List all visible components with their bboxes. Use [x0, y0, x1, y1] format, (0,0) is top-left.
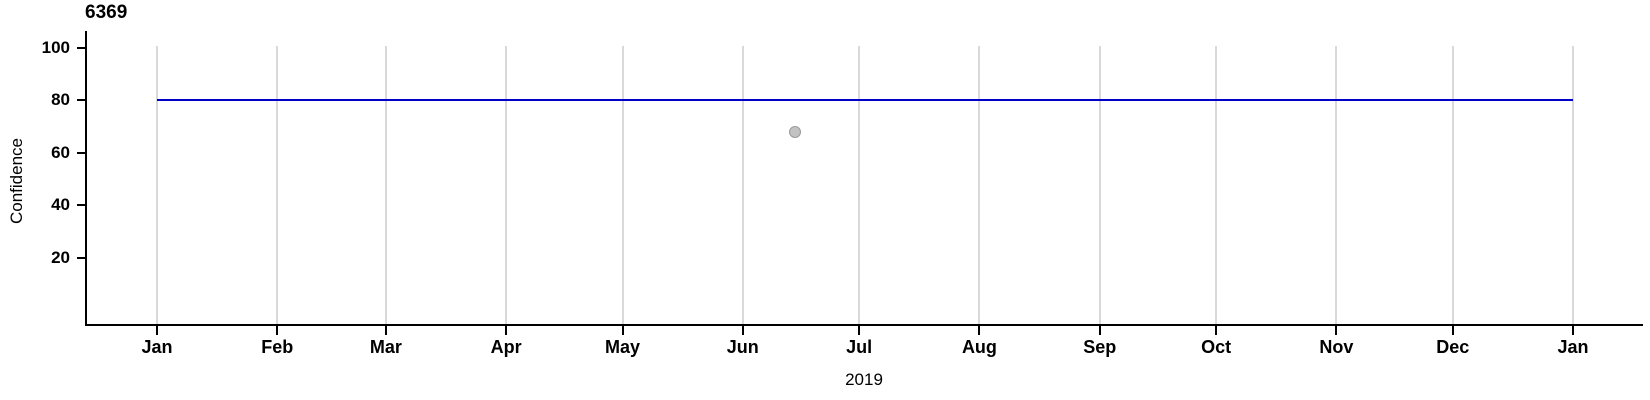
x-tick-label: Oct [1201, 337, 1232, 357]
x-tick-mark [978, 326, 981, 335]
x-tick-mark [741, 326, 744, 335]
chart-title: 6369 [85, 2, 128, 23]
y-tick-label: 80 [51, 90, 70, 109]
y-tick-label: 60 [51, 142, 70, 162]
month-gridline [1572, 46, 1574, 325]
month-gridline [1098, 46, 1101, 325]
confidence-threshold-line [157, 99, 1573, 101]
x-tick-mark [621, 326, 624, 335]
month-gridline [1215, 46, 1218, 325]
y-tick-label: 40 [51, 195, 70, 214]
x-tick-label: Apr [490, 337, 522, 357]
month-gridline [505, 46, 508, 325]
y-tick-label: 100 [41, 37, 70, 57]
x-tick-mark [1098, 326, 1101, 335]
month-gridline [156, 46, 158, 325]
x-tick-label: Mar [369, 337, 402, 357]
x-tick-mark [384, 326, 387, 335]
month-gridline [1335, 46, 1338, 325]
month-gridline [621, 46, 624, 325]
y-axis-line [85, 31, 87, 326]
month-gridline [276, 46, 279, 325]
x-tick-label: Aug [961, 337, 997, 357]
x-axis-line [85, 324, 1643, 326]
x-tick-mark [505, 326, 508, 335]
y-tick-mark [77, 46, 85, 49]
x-tick-label: Sep [1083, 337, 1117, 357]
y-tick-label: 20 [51, 247, 70, 267]
y-tick-mark [77, 99, 85, 101]
x-axis-title: 2019 [845, 370, 883, 389]
x-tick-label: Jun [726, 337, 759, 357]
x-tick-mark [858, 326, 861, 335]
month-gridline [384, 46, 387, 325]
x-tick-label: Feb [261, 337, 294, 357]
x-tick-mark [1335, 326, 1338, 335]
x-tick-label: May [605, 337, 641, 357]
x-tick-label: Nov [1319, 337, 1354, 357]
month-gridline [978, 46, 981, 325]
confidence-point [789, 125, 802, 138]
x-tick-label: Dec [1436, 337, 1470, 357]
x-tick-mark [156, 326, 158, 335]
x-tick-label: Jan [141, 337, 173, 357]
y-tick-mark [77, 256, 85, 259]
x-tick-mark [276, 326, 279, 335]
x-tick-mark [1572, 326, 1574, 335]
month-gridline [741, 46, 744, 325]
y-tick-mark [77, 151, 85, 154]
y-tick-mark [77, 204, 85, 206]
x-tick-mark [1451, 326, 1454, 335]
month-gridline [858, 46, 861, 325]
x-tick-label: Jan [1557, 337, 1589, 357]
x-tick-label: Jul [846, 337, 873, 357]
month-gridline [1451, 46, 1454, 325]
x-tick-mark [1215, 326, 1218, 335]
